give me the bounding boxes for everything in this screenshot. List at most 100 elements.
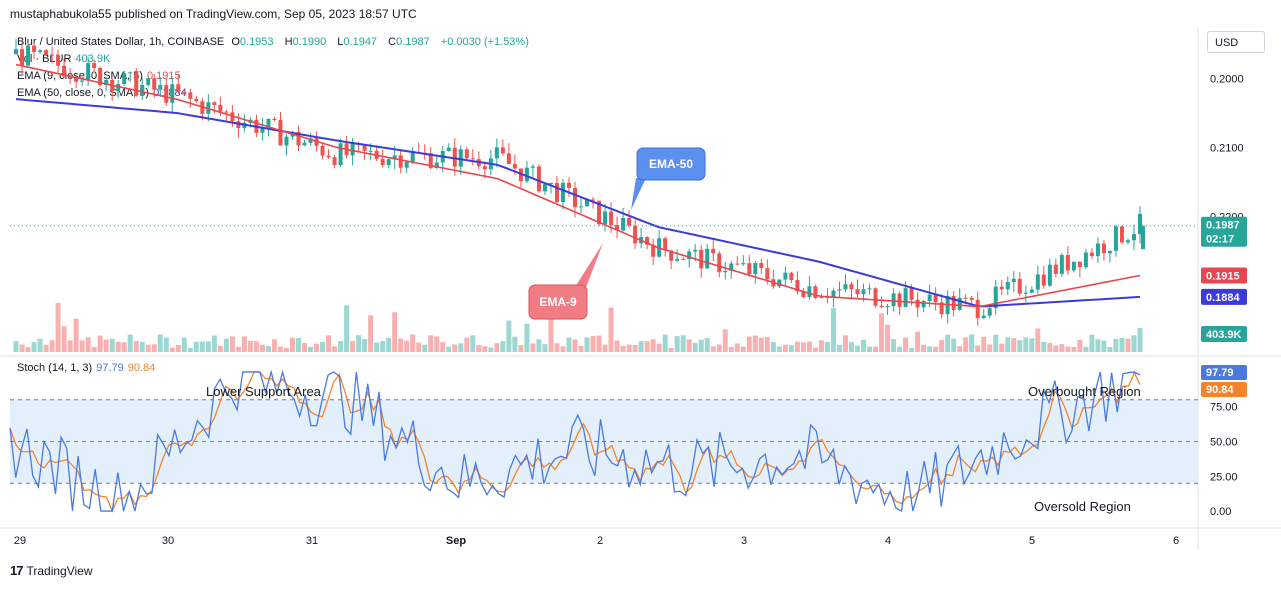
ema9-price-tag: 0.1915: [1201, 267, 1247, 284]
volume-bar: [157, 334, 163, 352]
candle-body: [1089, 252, 1094, 257]
candle-body: [524, 167, 529, 182]
volume-bar: [854, 345, 860, 352]
candle-body: [62, 65, 67, 77]
volume-bar: [788, 345, 794, 352]
candle-body: [1065, 254, 1070, 271]
ema50-callout-box: [636, 147, 706, 181]
candle-body: [789, 272, 794, 281]
last-price-tag-text: 0.1987: [1206, 220, 1240, 232]
candle-body: [705, 248, 710, 269]
ema50-line: [15, 98, 1141, 308]
candle-body: [338, 143, 343, 165]
volume-bar: [1083, 346, 1089, 352]
volume-bar: [446, 346, 452, 352]
candle-body: [1017, 278, 1022, 294]
candle-body: [1047, 264, 1052, 286]
candle-body: [675, 258, 680, 261]
volume-bar: [37, 338, 43, 352]
volume-tag-text: 403.9K: [1206, 329, 1242, 341]
volume-bar: [987, 344, 993, 352]
currency-button[interactable]: USD: [1207, 31, 1265, 53]
candle-body: [765, 268, 770, 280]
candle-body: [633, 225, 638, 244]
volume-bar: [818, 340, 824, 352]
stoch-d-value: 90.84: [127, 362, 156, 374]
candle-body: [939, 302, 944, 315]
volume-bar: [1095, 339, 1101, 352]
candle-body: [164, 85, 169, 103]
candle-body: [699, 249, 704, 269]
candle-body: [1125, 240, 1130, 243]
volume-bar: [836, 344, 842, 352]
candle-body: [621, 217, 626, 231]
stoch-axis-label: 75.00: [1210, 402, 1238, 414]
volume-bar: [590, 335, 596, 352]
candle-body: [146, 78, 151, 85]
tradingview-logo-icon: 17: [10, 563, 24, 578]
candle-body: [188, 92, 193, 99]
candle-body: [933, 294, 938, 303]
ema50-callout-text: EMA-50: [649, 157, 693, 171]
candle-body: [909, 288, 914, 300]
candle-body: [777, 279, 782, 287]
volume-bar: [1137, 328, 1143, 352]
volume-bar: [1131, 335, 1137, 352]
volume-bar: [518, 345, 524, 352]
volume-bar: [921, 344, 927, 352]
candle-body: [693, 249, 698, 252]
candle-body: [957, 297, 962, 310]
volume-bar: [91, 346, 97, 352]
candle-body: [915, 299, 920, 308]
candle-body: [458, 149, 463, 167]
time-axis-label: 30: [162, 535, 174, 547]
volume-bar: [302, 342, 308, 352]
candle-body: [1083, 252, 1088, 268]
candle-body: [500, 147, 505, 154]
volume-bar: [963, 337, 969, 352]
candle-body: [879, 305, 884, 307]
candle-body: [530, 166, 535, 168]
volume-bar: [867, 346, 873, 352]
volume-bar: [85, 337, 91, 352]
candle-body: [368, 150, 373, 152]
time-axis-label: 3: [741, 535, 747, 547]
volume-bar: [1077, 339, 1083, 352]
volume-bar: [25, 346, 31, 352]
volume-bar: [410, 334, 416, 352]
candle-body: [392, 155, 397, 160]
candle-body: [1101, 243, 1106, 254]
volume-bar: [247, 341, 253, 352]
volume-bar: [476, 344, 482, 352]
volume-bar: [554, 343, 560, 352]
candle-body: [548, 182, 553, 185]
candle-body: [434, 162, 439, 168]
volume-bar: [752, 335, 758, 352]
volume-bars: [13, 302, 1143, 352]
volume-bar: [542, 344, 548, 352]
candle-body: [428, 153, 433, 168]
candle-body: [801, 291, 806, 297]
volume-bar: [49, 340, 55, 352]
candle-body: [1113, 226, 1118, 251]
volume-bar: [422, 344, 428, 352]
candle-body: [32, 45, 37, 52]
footer[interactable]: 17 TradingView: [10, 563, 93, 578]
candle-body: [1138, 213, 1142, 235]
candle-body: [603, 211, 608, 225]
volume-bar: [428, 335, 434, 352]
candle-body: [735, 263, 740, 265]
volume-bar: [145, 344, 151, 352]
volume-bar: [31, 342, 37, 352]
candle-body: [999, 286, 1004, 290]
candle-body: [987, 308, 992, 316]
volume-bar: [824, 341, 830, 352]
volume-bar: [398, 338, 404, 352]
volume-bar: [205, 341, 211, 352]
volume-bar: [830, 308, 836, 352]
candle-body: [380, 158, 385, 166]
volume-bar: [728, 346, 734, 352]
volume-bar: [1107, 347, 1113, 352]
volume-bar: [848, 342, 854, 352]
